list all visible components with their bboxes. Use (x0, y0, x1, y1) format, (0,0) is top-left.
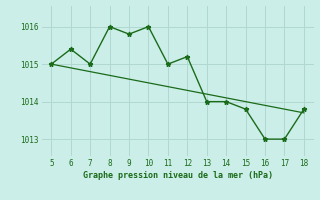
X-axis label: Graphe pression niveau de la mer (hPa): Graphe pression niveau de la mer (hPa) (83, 171, 273, 180)
